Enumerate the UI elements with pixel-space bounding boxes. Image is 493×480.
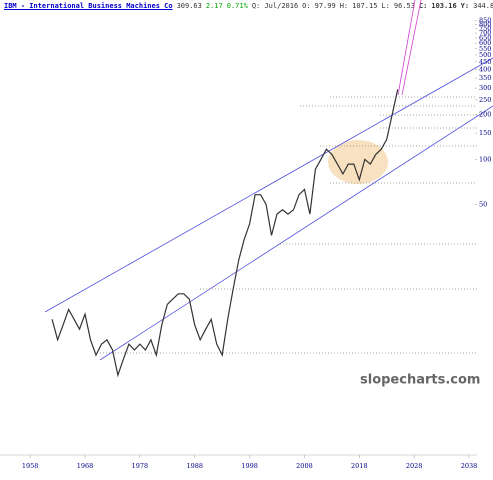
header-item: H: <box>339 2 349 10</box>
y-tick-label: 350 <box>479 74 491 82</box>
watermark: slopecharts.com <box>360 373 480 388</box>
header-item: 309.63 <box>176 2 202 10</box>
x-tick-label: 1958 <box>22 462 39 470</box>
y-tick-label: 650 <box>479 34 491 42</box>
y-tick-label: 400 <box>479 65 491 73</box>
header-item: 0.71% <box>226 2 248 10</box>
y-tick-label: 450 <box>479 58 491 66</box>
x-tick-label: 1978 <box>132 462 149 470</box>
header-item: L: <box>381 2 390 10</box>
y-tick-label: 700 <box>479 29 491 37</box>
channel <box>44 57 493 361</box>
x-tick-label: 2038 <box>461 462 478 470</box>
y-tick-label: 850 <box>479 17 491 25</box>
y-tick-label: 800 <box>479 20 491 28</box>
y-tick-label: 750 <box>479 25 491 33</box>
x-tick-label: 1968 <box>77 462 94 470</box>
header-item: 96.53 <box>393 2 415 10</box>
y-tick-label: 150 <box>479 129 491 137</box>
y-tick-label: 50 <box>479 200 487 208</box>
header-item: O: <box>302 2 311 10</box>
trend <box>397 0 422 96</box>
header: IBM - International Business Machines Co… <box>4 2 493 10</box>
levels <box>100 96 477 354</box>
price-line <box>51 89 399 378</box>
y-tick-label: 100 <box>479 155 491 163</box>
x-tick-label: 2018 <box>351 462 368 470</box>
x-tick-label: 2008 <box>296 462 313 470</box>
x-tick-label: 2028 <box>406 462 423 470</box>
y-tick-label: 200 <box>479 110 491 118</box>
y-tick-label: 300 <box>479 84 491 92</box>
header-item: 2.17 <box>205 2 223 10</box>
x-tick-label: 1988 <box>186 462 203 470</box>
header-item: 344.8 <box>473 2 493 10</box>
y-tick-label: 250 <box>479 96 491 104</box>
header-item: C: <box>418 2 428 10</box>
header-item: 97.99 <box>314 2 336 10</box>
header-item: Q: Jul/2016 <box>251 2 299 10</box>
y-tick-label: 550 <box>479 45 491 53</box>
header-item: 107.15 <box>352 2 378 10</box>
y-tick-label: 600 <box>479 39 491 47</box>
header-item: Y: <box>460 2 470 10</box>
header-item: IBM - International Business Machines Co <box>4 2 173 10</box>
y-tick-label: 500 <box>479 51 491 59</box>
header-item: 103.16 <box>431 2 457 10</box>
x-tick-label: 1998 <box>241 462 258 470</box>
